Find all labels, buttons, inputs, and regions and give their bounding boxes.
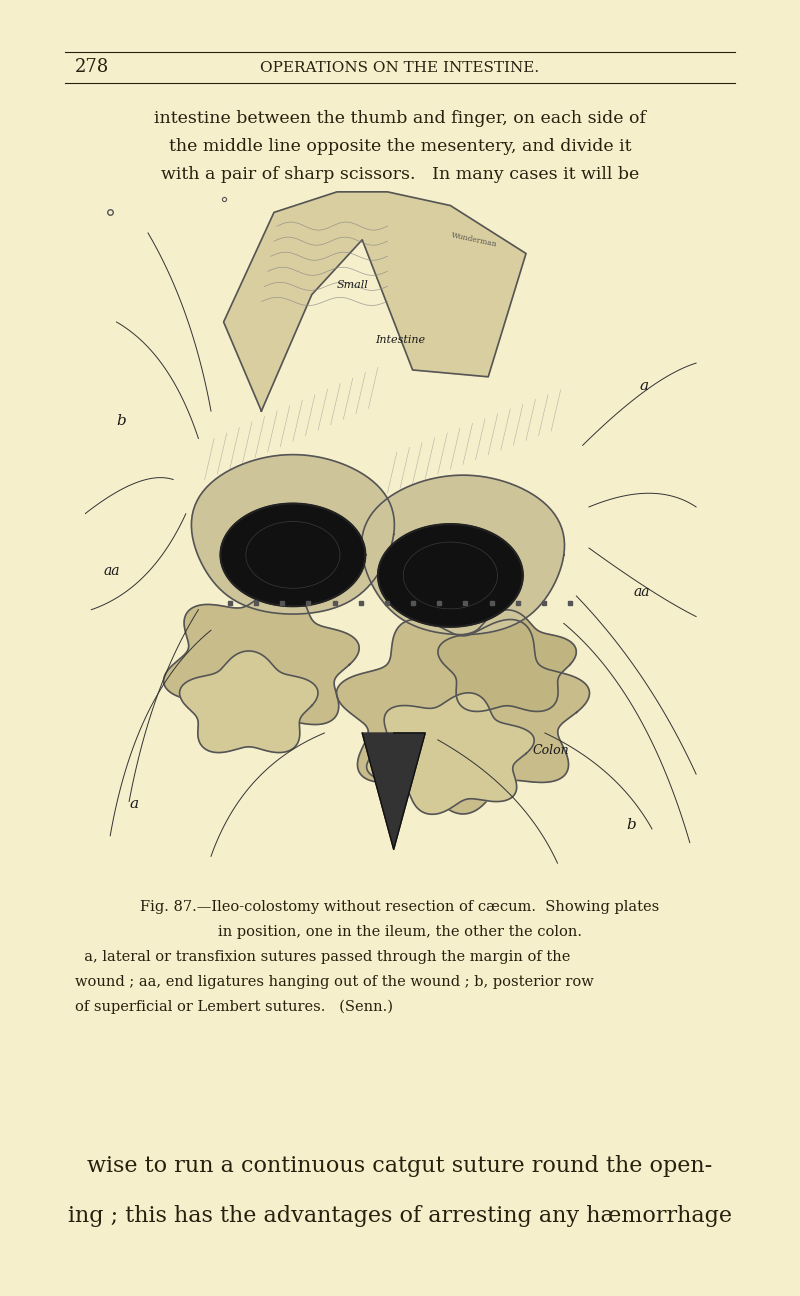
Text: a: a xyxy=(129,797,138,811)
Text: Fig. 87.—Ileo-colostomy without resection of cæcum.  Showing plates: Fig. 87.—Ileo-colostomy without resectio… xyxy=(140,899,660,914)
Polygon shape xyxy=(180,651,318,753)
Polygon shape xyxy=(191,455,394,614)
Polygon shape xyxy=(362,476,565,635)
Text: OPERATIONS ON THE INTESTINE.: OPERATIONS ON THE INTESTINE. xyxy=(261,61,539,75)
Polygon shape xyxy=(378,524,523,627)
Text: b: b xyxy=(117,413,126,428)
Text: Small: Small xyxy=(337,280,369,290)
Polygon shape xyxy=(337,619,590,814)
Polygon shape xyxy=(221,504,366,607)
Text: Wunderman: Wunderman xyxy=(450,231,498,249)
Text: in position, one in the ileum, the other the colon.: in position, one in the ileum, the other… xyxy=(218,925,582,940)
Text: the middle line opposite the mesentery, and divide it: the middle line opposite the mesentery, … xyxy=(169,137,631,156)
Polygon shape xyxy=(362,734,426,849)
Text: ing ; this has the advantages of arresting any hæmorrhage: ing ; this has the advantages of arresti… xyxy=(68,1205,732,1227)
Text: aa: aa xyxy=(633,584,650,599)
Text: a, lateral or transfixion sutures passed through the margin of the: a, lateral or transfixion sutures passed… xyxy=(75,950,570,964)
Text: Intestine: Intestine xyxy=(374,334,425,345)
Text: a: a xyxy=(639,380,649,394)
Text: Colon: Colon xyxy=(532,744,569,757)
Text: wise to run a continuous catgut suture round the open-: wise to run a continuous catgut suture r… xyxy=(87,1155,713,1177)
Text: aa: aa xyxy=(104,565,121,578)
Text: b: b xyxy=(627,818,637,832)
Text: with a pair of sharp scissors.   In many cases it will be: with a pair of sharp scissors. In many c… xyxy=(161,166,639,183)
Polygon shape xyxy=(438,610,576,712)
Text: wound ; aa, end ligatures hanging out of the wound ; b, posterior row: wound ; aa, end ligatures hanging out of… xyxy=(75,975,594,989)
Text: of superficial or Lembert sutures.   (Senn.): of superficial or Lembert sutures. (Senn… xyxy=(75,1001,393,1015)
Polygon shape xyxy=(164,588,359,740)
Polygon shape xyxy=(366,693,534,814)
Text: 278: 278 xyxy=(75,58,110,76)
Text: intestine between the thumb and finger, on each side of: intestine between the thumb and finger, … xyxy=(154,110,646,127)
Polygon shape xyxy=(224,192,526,411)
